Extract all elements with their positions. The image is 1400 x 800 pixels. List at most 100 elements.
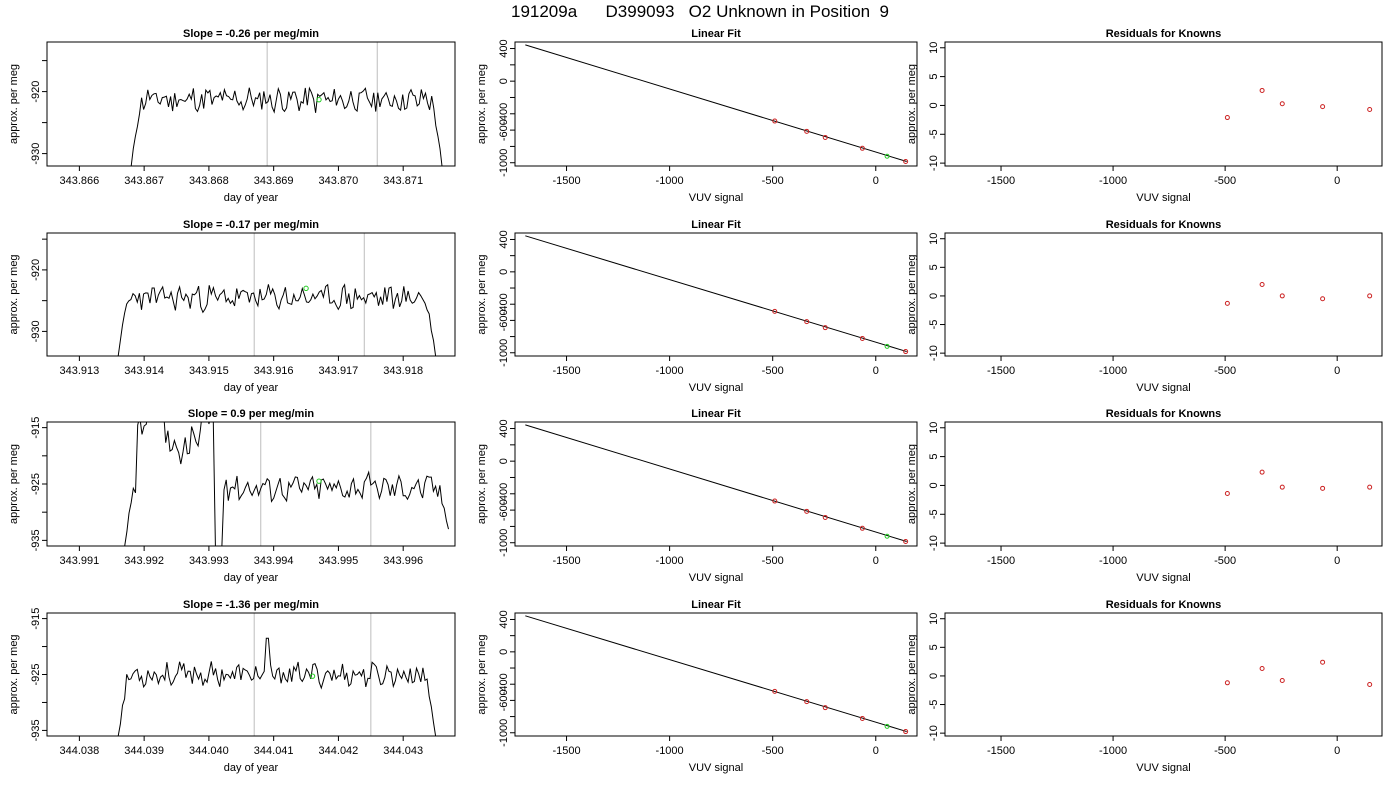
- x-axis-label: VUV signal: [689, 382, 743, 394]
- x-tick-label: 343.871: [383, 175, 423, 187]
- y-tick-label: -400: [498, 483, 510, 505]
- x-tick-label: 343.913: [59, 365, 99, 377]
- y-axis-label: approx. per meg: [476, 634, 488, 714]
- fit-line: [525, 235, 907, 353]
- unknown-point: [316, 96, 322, 103]
- y-tick-label: -920: [30, 81, 42, 103]
- known-point: [1279, 293, 1285, 299]
- y-tick-label: 400: [498, 610, 510, 628]
- y-tick-label: -400: [498, 673, 510, 695]
- panel-title: Linear Fit: [691, 408, 741, 420]
- panel-2-2: Linear Fit -1500 -1000 -500 0 -1000 -600-400 0 4…: [476, 219, 918, 394]
- y-tick-label: 0: [928, 482, 940, 488]
- y-tick-label: 400: [498, 39, 510, 57]
- y-axis-label: approx. per meg: [476, 64, 488, 144]
- y-tick-label: -600: [498, 689, 510, 711]
- x-tick-label: 343.995: [319, 555, 359, 567]
- known-point: [903, 159, 909, 165]
- x-tick-label: -500: [1214, 555, 1236, 567]
- y-tick-label: -935: [30, 719, 42, 741]
- unknown-point: [884, 723, 890, 729]
- x-tick-label: 344.039: [124, 745, 164, 757]
- y-tick-label: -1000: [498, 149, 510, 177]
- y-tick-label: -5: [928, 700, 940, 710]
- plot-frame: [46, 421, 456, 547]
- known-point: [772, 308, 778, 314]
- x-tick-label: -1500: [987, 175, 1015, 187]
- plot-frame: [944, 612, 1383, 737]
- plot-frame: [514, 41, 918, 167]
- x-tick-label: 343.869: [254, 175, 294, 187]
- x-tick-label: -1500: [987, 555, 1015, 567]
- known-point: [1224, 300, 1230, 306]
- panel-title: Residuals for Knowns: [1106, 408, 1222, 420]
- x-tick-label: 344.043: [383, 745, 423, 757]
- y-tick-label: 0: [498, 458, 510, 464]
- plot-frame: [514, 232, 918, 357]
- panel-title: Slope = -1.36 per meg/min: [183, 599, 319, 611]
- panel-2-3: Residuals for Knowns -1500 -1000 -500 0 -10 -5…: [906, 219, 1383, 394]
- known-point: [1320, 296, 1326, 302]
- plot-frame: [944, 421, 1383, 547]
- signal-trace: [117, 637, 437, 736]
- x-tick-label: -500: [1214, 745, 1236, 757]
- x-tick-label: 343.917: [319, 365, 359, 377]
- y-tick-label: -10: [928, 535, 940, 551]
- x-tick-label: 343.918: [383, 365, 423, 377]
- y-tick-label: -915: [30, 608, 42, 630]
- y-tick-label: -925: [30, 473, 42, 495]
- panel-title: Residuals for Knowns: [1106, 219, 1222, 231]
- y-tick-label: 5: [928, 264, 940, 270]
- known-point: [1259, 87, 1265, 93]
- y-axis-label: approx. per meg: [476, 444, 488, 524]
- y-tick-label: -1000: [498, 719, 510, 747]
- unknown-point: [316, 478, 322, 484]
- x-tick-label: -1500: [552, 365, 580, 377]
- y-axis-label: approx. per meg: [8, 254, 20, 334]
- x-axis-label: VUV signal: [1136, 572, 1190, 584]
- x-tick-label: -1500: [987, 365, 1015, 377]
- y-tick-label: 5: [928, 74, 940, 80]
- known-point: [1320, 659, 1326, 665]
- x-tick-label: 343.996: [383, 555, 423, 567]
- y-tick-label: 0: [498, 78, 510, 84]
- panel-4-2: Linear Fit -1500 -1000 -500 0 -1000 -600-400 0 4…: [476, 599, 918, 774]
- known-point: [772, 498, 778, 504]
- x-tick-label: -1000: [656, 175, 684, 187]
- panel-title: Slope = -0.26 per meg/min: [183, 28, 319, 40]
- x-axis-label: VUV signal: [1136, 382, 1190, 394]
- x-tick-label: 343.868: [189, 175, 229, 187]
- x-tick-label: 0: [1334, 365, 1340, 377]
- x-tick-label: 0: [1334, 745, 1340, 757]
- y-tick-label: 0: [928, 102, 940, 108]
- panel-title: Slope = -0.17 per meg/min: [183, 219, 319, 231]
- x-tick-label: 343.870: [319, 175, 359, 187]
- known-point: [804, 699, 810, 705]
- known-point: [1279, 484, 1285, 490]
- panel-4-3: Residuals for Knowns -1500 -1000 -500 0 -10 -5…: [906, 599, 1383, 774]
- known-point: [903, 729, 909, 735]
- x-tick-label: -500: [762, 745, 784, 757]
- x-axis-label: day of year: [224, 382, 279, 394]
- y-tick-label: -600: [498, 119, 510, 141]
- known-point: [822, 134, 828, 140]
- x-tick-label: 343.991: [59, 555, 99, 567]
- x-tick-label: -500: [762, 175, 784, 187]
- y-tick-label: 400: [498, 419, 510, 437]
- x-tick-label: 0: [873, 365, 879, 377]
- plot-frame: [46, 41, 456, 167]
- y-tick-label: 5: [928, 644, 940, 650]
- known-point: [1320, 104, 1326, 110]
- x-tick-label: 0: [873, 555, 879, 567]
- fit-line: [525, 424, 907, 542]
- known-point: [1320, 485, 1326, 491]
- x-axis-label: VUV signal: [689, 572, 743, 584]
- x-axis-label: VUV signal: [1136, 762, 1190, 774]
- y-tick-label: -920: [30, 259, 42, 281]
- y-tick-label: -930: [30, 320, 42, 342]
- x-axis-label: day of year: [224, 762, 279, 774]
- panel-title: Slope = 0.9 per meg/min: [188, 408, 315, 420]
- y-tick-label: -10: [928, 725, 940, 741]
- panel-3-2: Linear Fit -1500 -1000 -500 0 -1000 -600-400 0 4…: [476, 408, 918, 584]
